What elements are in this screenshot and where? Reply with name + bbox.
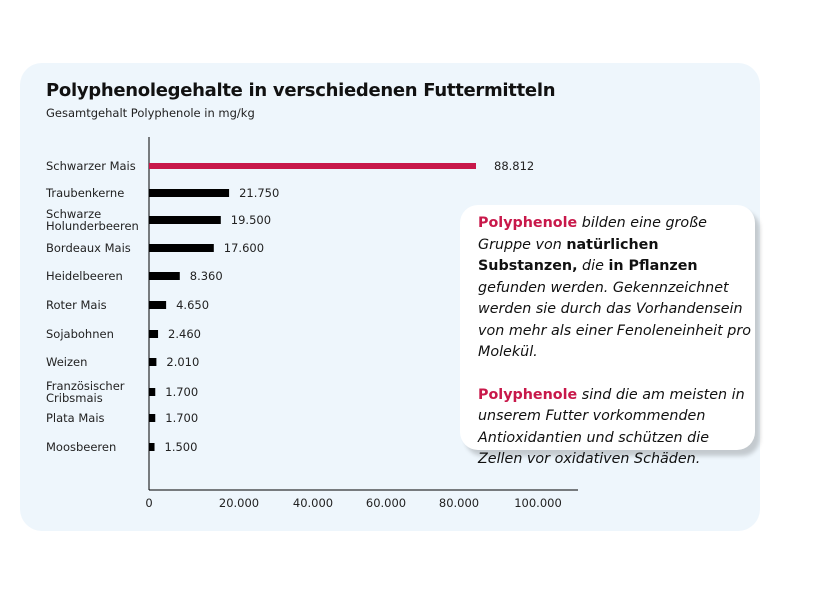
x-tick-label: 40.000 xyxy=(293,496,333,510)
bar xyxy=(149,272,180,280)
data-label: 8.360 xyxy=(190,269,223,283)
info-paragraph-1: Polyphenole bilden eine große Gruppe von… xyxy=(478,213,755,364)
category-label: Schwarzer Mais xyxy=(46,159,136,173)
bar xyxy=(149,388,156,396)
highlight-term: Polyphenole xyxy=(478,215,578,231)
category-label: Französischer xyxy=(46,379,125,393)
category-label: Weizen xyxy=(46,355,87,369)
data-label: 17.600 xyxy=(224,241,264,255)
data-label: 1.700 xyxy=(165,385,198,399)
bar xyxy=(149,216,221,224)
info-paragraph-2: Polyphenole sind die am meisten in unser… xyxy=(478,385,755,471)
category-label: Heidelbeeren xyxy=(46,269,123,283)
x-tick-label: 20.000 xyxy=(219,496,259,510)
data-label: 4.650 xyxy=(176,298,209,312)
info-text: natürlichen Substanzen, xyxy=(478,236,659,275)
bar xyxy=(149,358,157,366)
category-label: Bordeaux Mais xyxy=(46,241,131,255)
info-box: Polyphenole bilden eine große Gruppe von… xyxy=(460,205,755,467)
info-text: gefunden werden. Gekennzeichnet werden s… xyxy=(478,279,751,361)
category-label: Roter Mais xyxy=(46,298,107,312)
data-label: 1.500 xyxy=(165,440,198,454)
data-label: 2.010 xyxy=(166,355,199,369)
category-label: Moosbeeren xyxy=(46,440,116,454)
category-label: Plata Mais xyxy=(46,411,105,425)
category-label: Sojabohnen xyxy=(46,327,114,341)
data-label: 1.700 xyxy=(165,411,198,425)
data-label: 88.812 xyxy=(494,159,534,173)
bar xyxy=(149,163,476,169)
x-tick-label: 100.000 xyxy=(514,496,562,510)
bar xyxy=(149,244,214,252)
category-label: Schwarze xyxy=(46,207,101,221)
chart-subtitle: Gesamtgehalt Polyphenole in mg/kg xyxy=(46,106,255,120)
bar xyxy=(149,414,156,422)
info-text: sind die am meisten in unserem Futter vo… xyxy=(478,386,745,468)
bar xyxy=(149,330,159,338)
chart-title: Polyphenolegehalte in verschiedenen Futt… xyxy=(46,80,556,101)
category-label: Holunderbeeren xyxy=(46,219,139,233)
bar xyxy=(149,301,167,309)
x-tick-label: 0 xyxy=(145,496,152,510)
highlight-term: Polyphenole xyxy=(478,386,578,403)
category-label: Traubenkerne xyxy=(45,186,124,200)
data-label: 2.460 xyxy=(168,327,201,341)
info-text: in Pflanzen xyxy=(608,258,698,274)
info-text: bilden eine große Gruppe von xyxy=(478,215,707,253)
bar xyxy=(149,443,155,451)
info-text: die xyxy=(577,258,609,274)
category-label: Cribsmais xyxy=(46,391,103,405)
bar xyxy=(149,189,230,197)
x-tick-label: 80.000 xyxy=(439,496,479,510)
data-label: 21.750 xyxy=(239,186,279,200)
data-label: 19.500 xyxy=(231,213,271,227)
x-tick-label: 60.000 xyxy=(366,496,406,510)
